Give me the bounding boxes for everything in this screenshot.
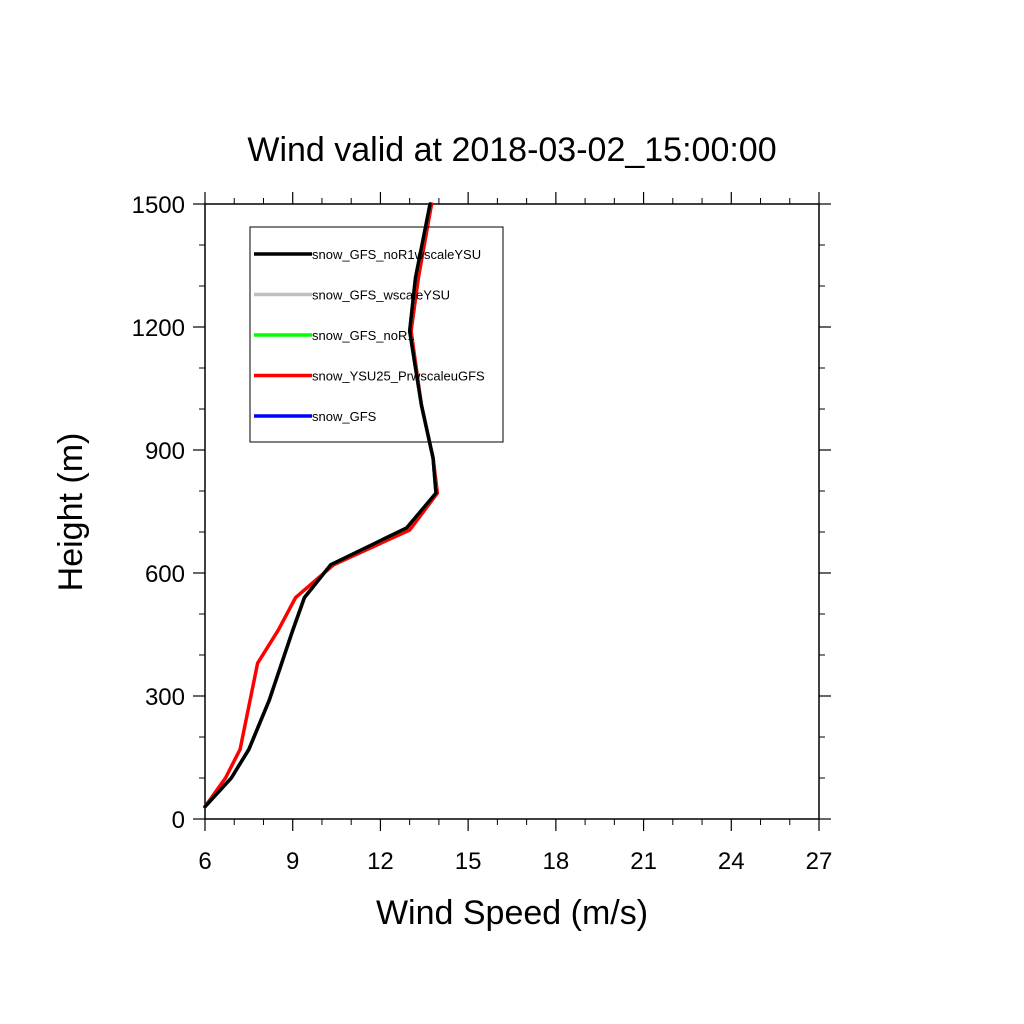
x-axis-label: Wind Speed (m/s): [376, 894, 648, 932]
y-tick-label: 1500: [132, 192, 185, 219]
y-tick-label: 0: [172, 807, 185, 834]
y-tick-label: 600: [145, 561, 185, 588]
chart-title: Wind valid at 2018-03-02_15:00:00: [247, 131, 776, 169]
x-tick-label: 18: [543, 848, 570, 875]
plot-area: [204, 203, 820, 820]
legend-box: [249, 226, 504, 443]
x-tick-label: 9: [286, 848, 299, 875]
legend-label: snow_YSU25_PrwscaleuGFS: [312, 369, 485, 384]
legend-label: snow_GFS_noR1: [312, 328, 415, 343]
axis-ticks: 6 9 12 15 18 21 24 27 0 300 600 900 1200 1500: [132, 192, 833, 875]
x-tick-label: 24: [718, 848, 745, 875]
y-tick-label: 900: [145, 438, 185, 465]
series-lines: [203, 202, 440, 809]
legend-label: snow_GFS: [312, 409, 377, 424]
x-tick-label: 6: [198, 848, 211, 875]
x-tick-label: 15: [455, 848, 482, 875]
x-tick-label: 27: [806, 848, 833, 875]
y-tick-label: 300: [145, 684, 185, 711]
legend: snow_GFS_noR1wscaleYSU snow_GFS_wscaleYSU…: [249, 226, 504, 443]
y-tick-label: 1200: [132, 315, 185, 342]
series-line-4: [203, 202, 438, 809]
legend-label: snow_GFS_wscaleYSU: [312, 288, 450, 303]
x-tick-label: 21: [630, 848, 657, 875]
y-axis-label: Height (m): [52, 433, 90, 592]
plot-frame: [204, 203, 820, 820]
x-tick-label: 12: [367, 848, 394, 875]
legend-label: snow_GFS_noR1wscaleYSU: [312, 247, 481, 262]
